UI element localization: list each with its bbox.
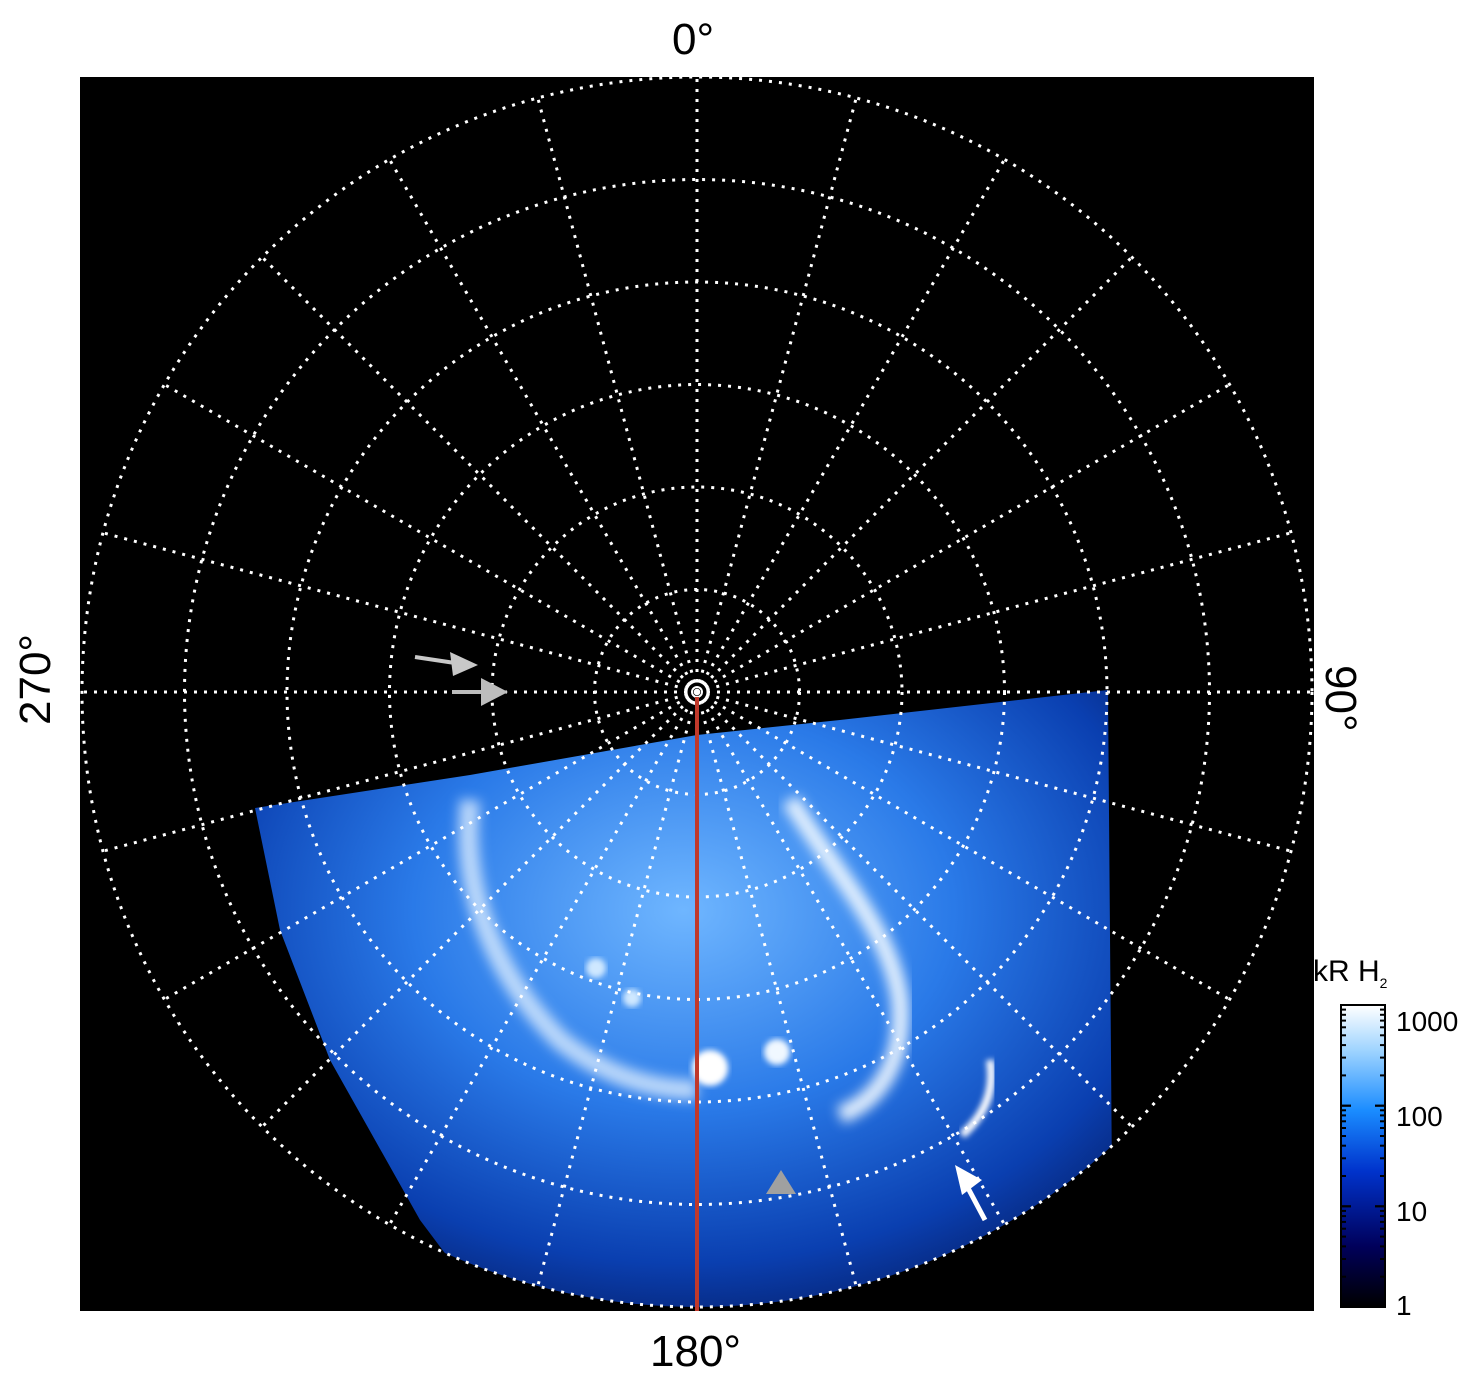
latitude-ring: [80, 77, 1314, 1309]
longitude-spoke: [536, 691, 699, 1287]
longitude-spoke: [695, 691, 1006, 1226]
longitude-spoke: [163, 383, 698, 694]
longitude-spoke: [388, 691, 699, 1226]
longitude-label-0: 0°: [672, 15, 715, 64]
longitude-spoke: [696, 690, 1231, 1001]
longitude-spoke: [695, 690, 1133, 1128]
longitude-spoke: [695, 691, 858, 1287]
bright-spot-4: [623, 989, 641, 1007]
colorbar-tick-label: 1000: [1396, 1006, 1459, 1037]
colorbar-tick-label: 10: [1396, 1196, 1428, 1227]
longitude-spoke: [696, 383, 1231, 694]
main-oval-right: [782, 795, 910, 1124]
footprint-arc: [959, 1059, 996, 1139]
longitude-spoke: [695, 97, 858, 693]
colorbar-title-main: kR H: [1313, 955, 1380, 988]
longitude-spoke: [261, 690, 699, 1128]
arrow-marker-1: [414, 652, 478, 676]
arrow-marker-2: [452, 678, 508, 706]
longitude-spoke: [163, 690, 698, 1001]
triangle-marker: [766, 1170, 796, 1194]
longitude-spoke: [695, 256, 1133, 694]
longitude-spoke: [536, 97, 699, 693]
bright-spot-1: [692, 1050, 728, 1086]
colorbar: [1340, 1004, 1386, 1308]
longitude-spoke: [388, 158, 699, 693]
colorbar-ticks: [1341, 1004, 1385, 1308]
arrow-marker-white: [955, 1165, 988, 1222]
longitude-label-180: 180°: [650, 1327, 742, 1376]
longitude-spoke: [696, 690, 1292, 853]
longitude-spoke: [695, 158, 1006, 693]
bright-spot-2: [764, 1039, 790, 1065]
colorbar-title: kR H2: [1313, 955, 1387, 991]
bright-spot-3: [586, 958, 606, 978]
longitude-spoke: [102, 690, 698, 853]
longitude-spoke: [102, 531, 698, 694]
colorbar-tick-label: 1: [1396, 1290, 1412, 1321]
longitude-spoke: [261, 256, 699, 694]
longitude-label-270: 270°: [11, 633, 60, 725]
colorbar-title-sub: 2: [1379, 975, 1388, 991]
main-oval-left: [458, 799, 698, 1100]
longitude-spoke: [696, 531, 1292, 694]
longitude-label-90: 90°: [1316, 665, 1365, 732]
colorbar-tick-label: 100: [1396, 1101, 1443, 1132]
